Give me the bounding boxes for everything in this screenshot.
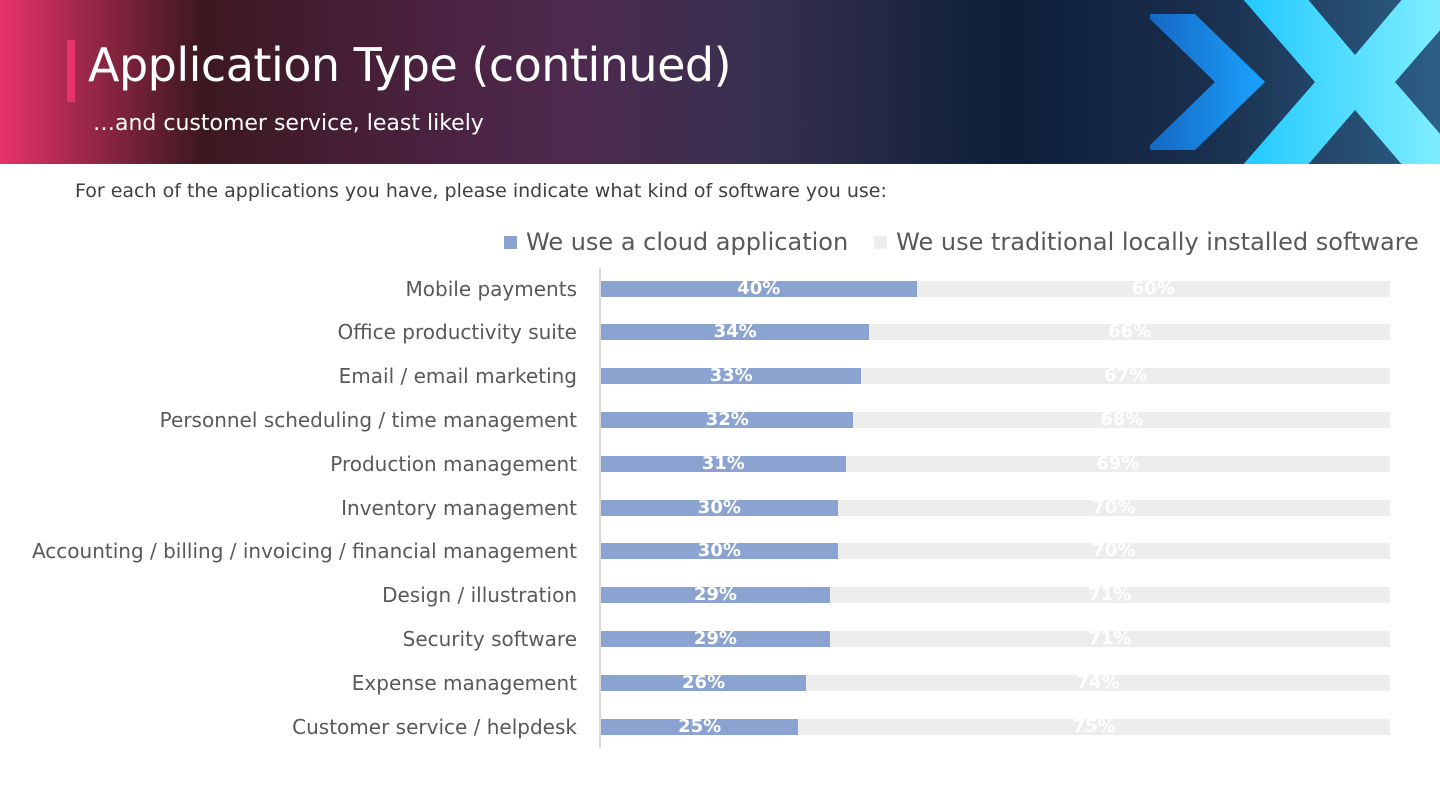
category-label: Mobile payments [405,276,577,301]
data-label-local: 75% [1072,715,1116,737]
data-label-local: 74% [1076,671,1120,693]
bar-local [853,411,1390,428]
bar-local [837,499,1390,516]
category-label: Office productivity suite [337,320,577,345]
category-label: Production management [330,451,577,476]
data-label-cloud: 32% [705,408,749,430]
bar-cloud [601,455,846,472]
data-label-cloud: 33% [709,365,753,387]
category-label: Accounting / billing / invoicing / finan… [31,539,577,564]
category-axis-line [599,268,601,748]
category-label: Customer service / helpdesk [292,714,577,739]
bar-cloud [601,587,830,604]
data-label-local: 66% [1108,321,1152,343]
bar-local [869,324,1390,341]
data-label-local: 71% [1088,584,1132,606]
data-label-local: 67% [1104,365,1148,387]
bar-cloud [601,674,807,691]
slide-subtitle: …and customer service, least likely [93,111,484,136]
category-label: Design / illustration [382,583,577,608]
bar-local [837,543,1390,560]
bar-cloud [601,543,838,560]
data-label-cloud: 34% [713,321,757,343]
bar-local [916,280,1390,297]
data-label-cloud: 30% [697,540,741,562]
bar-cloud [601,630,830,647]
bar-cloud [601,368,862,385]
slide-title: Application Type (continued) [88,38,732,92]
bar-cloud [601,499,838,516]
bar-local [806,674,1390,691]
bar-local [845,455,1390,472]
chevron-x-logo-icon [1150,0,1440,164]
legend-swatch-cloud [504,235,517,249]
data-label-local: 70% [1092,496,1136,518]
data-label-local: 71% [1088,627,1132,649]
bar-cloud [601,411,854,428]
category-label: Inventory management [341,495,577,520]
chart-legend: We use a cloud application We use tradit… [504,227,1419,257]
bar-local [829,587,1390,604]
category-label: Security software [402,626,577,651]
data-label-cloud: 26% [682,671,726,693]
data-label-cloud: 29% [693,627,737,649]
stacked-bar-chart: Mobile payments 40% 60% Office productivity… [0,260,1440,760]
data-label-cloud: 29% [693,584,737,606]
data-label-cloud: 40% [737,277,781,299]
bar-local [829,630,1390,647]
data-label-local: 70% [1092,540,1136,562]
bar-cloud [601,718,799,735]
title-accent-bar [67,40,75,102]
survey-question: For each of the applications you have, p… [75,180,887,202]
slide-header: Application Type (continued) …and custom… [0,0,1440,164]
legend-item-cloud: We use a cloud application [504,228,848,256]
legend-swatch-local [874,235,888,249]
category-label: Personnel scheduling / time management [159,407,577,432]
data-label-local: 69% [1096,452,1140,474]
legend-label-local: We use traditional locally installed sof… [896,228,1419,256]
data-label-cloud: 25% [678,715,722,737]
bar-cloud [601,280,917,297]
legend-item-local: We use traditional locally installed sof… [874,228,1419,256]
bar-local [798,718,1390,735]
data-label-local: 68% [1100,408,1144,430]
data-label-cloud: 31% [701,452,745,474]
data-label-cloud: 30% [697,496,741,518]
category-label: Email / email marketing [338,364,577,389]
bar-cloud [601,324,870,341]
bar-local [861,368,1390,385]
data-label-local: 60% [1131,277,1175,299]
category-label: Expense management [351,670,577,695]
legend-label-cloud: We use a cloud application [526,228,849,256]
